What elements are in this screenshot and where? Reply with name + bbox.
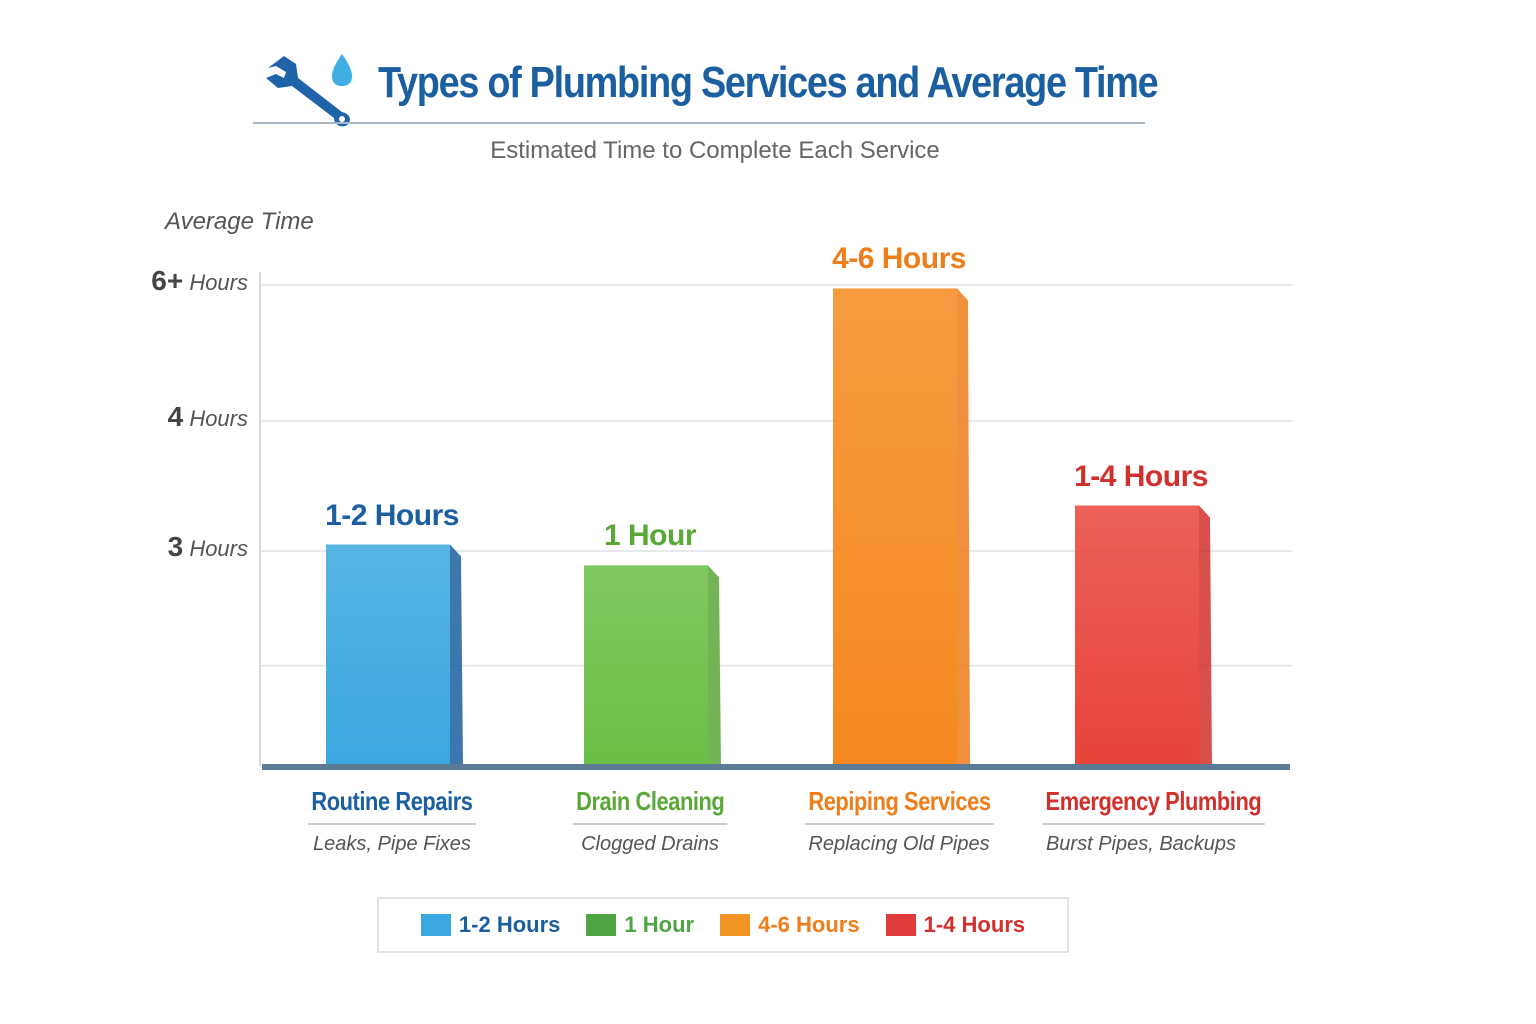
y-tick-value: 3	[167, 531, 184, 562]
chart-title: Types of Plumbing Services and Average T…	[378, 58, 1159, 107]
legend-item: 4-6 Hours	[720, 912, 860, 938]
category-name: Routine Repairs	[308, 786, 476, 825]
bar-routine-repairs	[326, 544, 450, 766]
chart-subtitle: Estimated Time to Complete Each Service	[490, 137, 940, 164]
y-tick-label: 3 Hours	[168, 531, 248, 563]
y-tick-unit: Hours	[189, 406, 248, 431]
x-axis-baseline	[262, 764, 1290, 770]
category-description: Leaks, Pipe Fixes	[313, 833, 471, 855]
legend-item: 1 Hour	[586, 912, 694, 938]
y-axis-label: Average Time	[165, 208, 314, 235]
x-tick-label: Drain Cleaning	[530, 786, 770, 825]
legend: 1-2 Hours 1 Hour 4-6 Hours 1-4 Hours	[377, 897, 1069, 953]
title-divider	[253, 122, 1145, 124]
bar-repiping-services	[833, 288, 957, 766]
category-name: Emergency Plumbing	[1042, 786, 1265, 825]
y-tick-value: 6+	[151, 265, 184, 296]
legend-swatch	[885, 914, 916, 936]
legend-swatch	[420, 914, 451, 936]
legend-item: 1-4 Hours	[885, 912, 1026, 938]
x-tick-label: Routine Repairs	[272, 786, 512, 825]
bar-side	[708, 565, 721, 766]
bar-side	[450, 544, 463, 766]
data-label: 1 Hour	[603, 519, 697, 553]
category-name: Drain Cleaning	[572, 786, 728, 825]
legend-swatch	[720, 914, 751, 936]
legend-label: 4-6 Hours	[758, 912, 860, 937]
category-description: Replacing Old Pipes	[808, 833, 990, 855]
legend-label: 1 Hour	[624, 912, 695, 937]
x-tick-label: Emergency Plumbing	[1021, 786, 1265, 825]
bar-side	[1199, 505, 1212, 766]
y-tick-unit: Hours	[189, 536, 248, 561]
legend-label: 1-4 Hours	[923, 912, 1026, 937]
data-label: 4-6 Hours	[832, 242, 966, 276]
category-name: Repiping Services	[804, 786, 994, 825]
bar-emergency-plumbing	[1075, 505, 1199, 766]
x-tick-label: Repiping Services	[779, 786, 1019, 825]
bar-drain-cleaning	[584, 565, 708, 766]
category-description: Clogged Drains	[581, 833, 719, 855]
data-label: 1-4 Hours	[1074, 459, 1208, 493]
legend-item: 1-2 Hours	[420, 912, 561, 938]
legend-label: 1-2 Hours	[458, 912, 561, 937]
category-description: Burst Pipes, Backups	[1045, 833, 1237, 855]
wrench-drop-logo-icon	[266, 54, 352, 127]
y-tick-value: 4	[167, 401, 184, 432]
data-label: 1-2 Hours	[325, 498, 459, 532]
bar-side	[957, 288, 970, 766]
y-tick-unit: Hours	[189, 270, 248, 295]
y-tick-label: 6+ Hours	[151, 265, 248, 297]
y-tick-label: 4 Hours	[168, 401, 248, 433]
legend-swatch	[586, 914, 617, 936]
